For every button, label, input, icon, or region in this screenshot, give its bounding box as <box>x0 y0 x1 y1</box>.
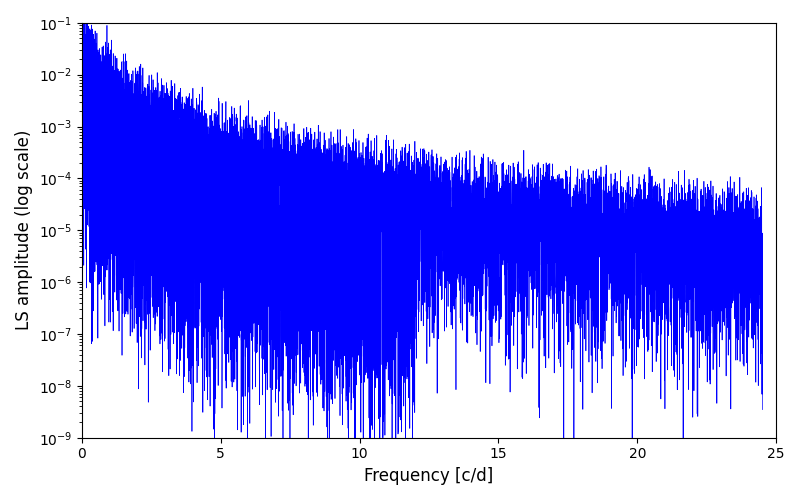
Y-axis label: LS amplitude (log scale): LS amplitude (log scale) <box>15 130 33 330</box>
X-axis label: Frequency [c/d]: Frequency [c/d] <box>364 467 494 485</box>
